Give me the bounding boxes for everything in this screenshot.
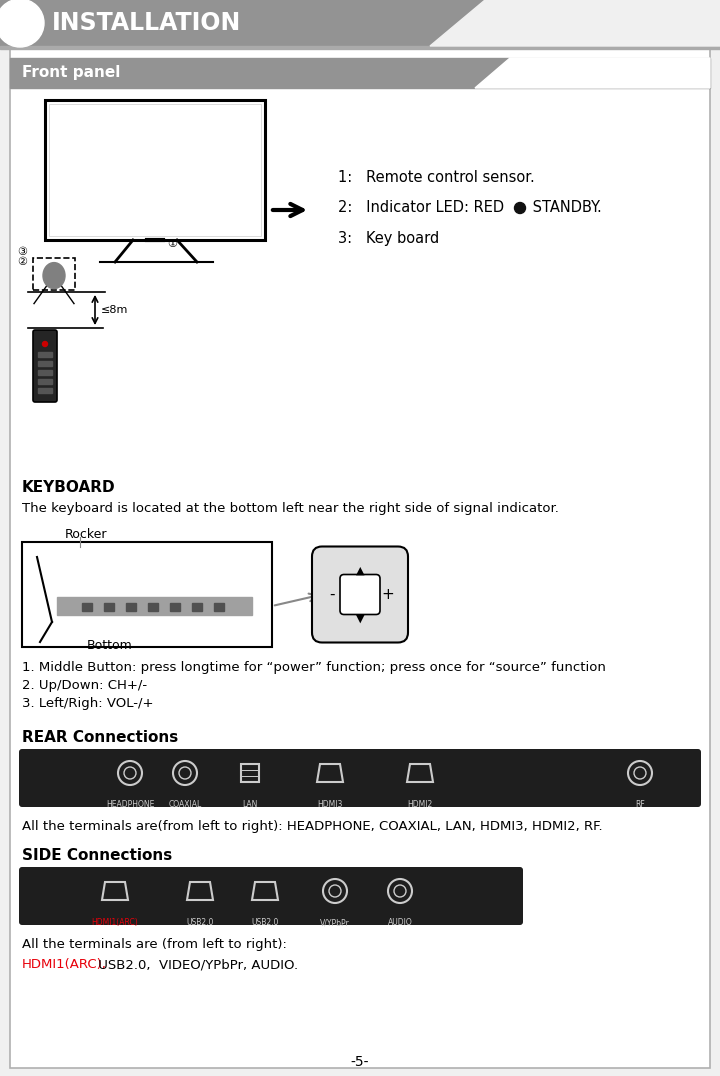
Text: USB2.0: USB2.0 bbox=[186, 918, 214, 928]
Bar bbox=[148, 603, 158, 611]
Circle shape bbox=[634, 767, 646, 779]
Text: 3:   Key board: 3: Key board bbox=[338, 230, 439, 245]
Ellipse shape bbox=[43, 263, 65, 288]
Text: KEYBOARD: KEYBOARD bbox=[22, 480, 116, 495]
Text: USB2.0: USB2.0 bbox=[251, 918, 279, 928]
Text: HDMI1(ARC): HDMI1(ARC) bbox=[91, 918, 138, 928]
FancyBboxPatch shape bbox=[340, 575, 380, 614]
Bar bbox=[38, 362, 52, 366]
Text: STANDBY.: STANDBY. bbox=[528, 200, 602, 215]
Text: +: + bbox=[382, 587, 395, 601]
Circle shape bbox=[42, 341, 48, 346]
Text: HDMI3: HDMI3 bbox=[318, 799, 343, 809]
Bar bbox=[45, 100, 265, 240]
Polygon shape bbox=[102, 882, 128, 900]
Text: HDMI1(ARC),: HDMI1(ARC), bbox=[22, 958, 107, 971]
Polygon shape bbox=[317, 764, 343, 782]
Bar bbox=[104, 603, 114, 611]
Text: REAR Connections: REAR Connections bbox=[22, 730, 179, 745]
Circle shape bbox=[394, 884, 406, 897]
Circle shape bbox=[388, 879, 412, 903]
Text: HEADPHONE: HEADPHONE bbox=[106, 799, 154, 809]
Text: 2:   Indicator LED: RED: 2: Indicator LED: RED bbox=[338, 200, 504, 215]
Text: AUDIO: AUDIO bbox=[387, 918, 413, 928]
Circle shape bbox=[179, 767, 191, 779]
Text: ③: ③ bbox=[17, 247, 27, 257]
FancyBboxPatch shape bbox=[33, 330, 57, 402]
Text: 1. Middle Button: press longtime for “power” function; press once for “source” f: 1. Middle Button: press longtime for “po… bbox=[22, 661, 606, 674]
Bar bbox=[126, 603, 136, 611]
Bar bbox=[38, 370, 52, 376]
Text: COAXIAL: COAXIAL bbox=[168, 799, 202, 809]
Bar bbox=[82, 603, 92, 611]
Bar bbox=[49, 104, 261, 236]
Text: ▼: ▼ bbox=[356, 613, 364, 623]
Circle shape bbox=[515, 202, 526, 213]
Circle shape bbox=[329, 884, 341, 897]
Bar bbox=[38, 352, 52, 357]
Text: HDMI2: HDMI2 bbox=[408, 799, 433, 809]
Text: 2. Up/Down: CH+/-: 2. Up/Down: CH+/- bbox=[22, 679, 147, 692]
Bar bbox=[10, 58, 710, 88]
Circle shape bbox=[118, 761, 142, 785]
Text: INSTALLATION: INSTALLATION bbox=[52, 11, 241, 36]
Text: USB2.0,  VIDEO/YPbPr, AUDIO.: USB2.0, VIDEO/YPbPr, AUDIO. bbox=[94, 958, 298, 971]
Text: LAN: LAN bbox=[243, 799, 258, 809]
Text: All the terminals are(from left to right): HEADPHONE, COAXIAL, LAN, HDMI3, HDMI2: All the terminals are(from left to right… bbox=[22, 820, 603, 833]
FancyBboxPatch shape bbox=[19, 749, 701, 807]
FancyBboxPatch shape bbox=[312, 547, 408, 642]
Text: -: - bbox=[329, 587, 335, 601]
Bar bbox=[0, 46, 720, 49]
Text: Rocker: Rocker bbox=[65, 528, 107, 541]
Text: ①: ① bbox=[167, 239, 177, 249]
Text: -5-: -5- bbox=[351, 1054, 369, 1068]
Polygon shape bbox=[475, 58, 710, 88]
Bar bbox=[170, 603, 180, 611]
Text: ▲: ▲ bbox=[356, 566, 364, 576]
Bar bbox=[22, 542, 272, 647]
Text: 3. Left/Righ: VOL-/+: 3. Left/Righ: VOL-/+ bbox=[22, 697, 153, 710]
Bar bbox=[57, 597, 252, 615]
Text: All the terminals are (from left to right):: All the terminals are (from left to righ… bbox=[22, 938, 287, 951]
Polygon shape bbox=[252, 882, 278, 900]
Circle shape bbox=[0, 0, 44, 47]
Text: ②: ② bbox=[17, 257, 27, 267]
Text: The keyboard is located at the bottom left near the right side of signal indicat: The keyboard is located at the bottom le… bbox=[22, 502, 559, 515]
Bar bbox=[38, 379, 52, 384]
Polygon shape bbox=[187, 882, 213, 900]
Text: 1:   Remote control sensor.: 1: Remote control sensor. bbox=[338, 170, 535, 185]
Bar bbox=[0, 0, 720, 46]
Circle shape bbox=[173, 761, 197, 785]
Circle shape bbox=[124, 767, 136, 779]
Text: RF: RF bbox=[635, 799, 645, 809]
Bar bbox=[241, 764, 259, 782]
Text: ≤8m: ≤8m bbox=[101, 305, 128, 315]
Polygon shape bbox=[430, 0, 720, 46]
Text: V/YPbPr: V/YPbPr bbox=[320, 918, 350, 928]
Text: Front panel: Front panel bbox=[22, 66, 120, 81]
Bar bbox=[192, 603, 202, 611]
Polygon shape bbox=[407, 764, 433, 782]
Text: SIDE Connections: SIDE Connections bbox=[22, 848, 172, 863]
FancyBboxPatch shape bbox=[19, 867, 523, 925]
Text: Bottom: Bottom bbox=[87, 639, 132, 652]
Bar bbox=[38, 388, 52, 393]
Circle shape bbox=[323, 879, 347, 903]
Bar bbox=[214, 603, 224, 611]
Circle shape bbox=[628, 761, 652, 785]
Bar bbox=[33, 258, 75, 291]
